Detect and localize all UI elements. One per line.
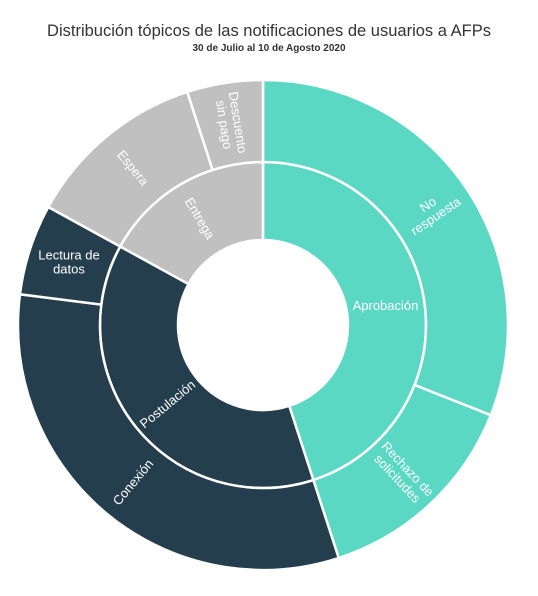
outer-segment-no-respuesta[interactable] bbox=[261, 78, 510, 417]
segment-label-lectura-de-datos: Lectura de datos bbox=[38, 247, 99, 276]
segment-label-aprobacion: Aprobación bbox=[353, 298, 419, 313]
chart-title: Distribución tópicos de las notificacion… bbox=[47, 22, 491, 40]
outer-segment-descuento-sin-pago[interactable] bbox=[185, 78, 265, 172]
outer-segment-conexion[interactable] bbox=[16, 292, 341, 572]
chart-subtitle: 30 de Julio al 10 de Agosto 2020 bbox=[192, 43, 346, 54]
